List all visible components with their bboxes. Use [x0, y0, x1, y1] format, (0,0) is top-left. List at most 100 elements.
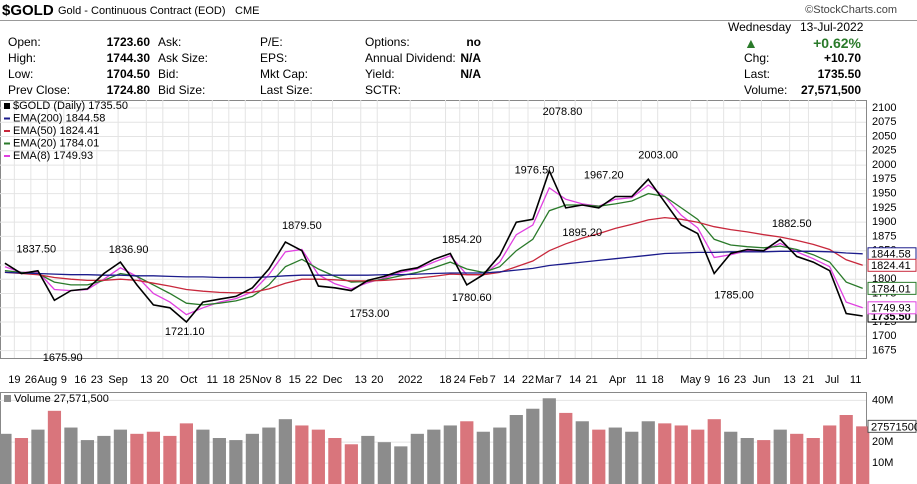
x-tick-label: Apr	[609, 374, 626, 386]
field-label: Chg:	[744, 51, 770, 65]
x-tick-label: 14	[503, 374, 515, 386]
legend-swatch	[4, 103, 10, 109]
volume-bar	[476, 431, 490, 484]
volume-bar	[113, 429, 128, 484]
up-arrow: ▲	[744, 35, 758, 51]
x-tick-label: 23	[91, 374, 103, 386]
volume-bar	[641, 421, 655, 484]
volume-bar	[823, 425, 837, 484]
panel-frame	[0, 100, 867, 359]
field-value: 1744.30	[106, 51, 150, 65]
volume-bar	[740, 438, 754, 484]
volume-bar	[361, 435, 375, 484]
last-value-label: 1824.41	[871, 260, 911, 272]
legend-value: 1844.58	[66, 112, 106, 124]
field-value: 27,571,500	[800, 83, 861, 97]
price-annotation: 1836.90	[109, 244, 149, 256]
price-annotation: 1854.20	[442, 234, 482, 246]
y-tick-label: 10M	[872, 457, 893, 469]
last-value-label: 1749.93	[871, 303, 911, 315]
field-value: N/A	[460, 51, 481, 65]
volume-bar	[311, 429, 325, 484]
volume-bar	[179, 423, 193, 484]
legend-name: $GOLD (Daily)	[13, 100, 85, 112]
volume-bar	[196, 429, 210, 484]
field-label: Options:	[365, 35, 410, 49]
copyright: ©StockCharts.com	[805, 4, 897, 16]
field-label: Yield:	[365, 67, 395, 81]
x-tick-label: 15	[289, 374, 301, 386]
x-tick-label: May	[680, 374, 701, 386]
field-value: 1735.50	[817, 67, 861, 81]
legend-label: EMA(20) 1784.01	[13, 137, 99, 149]
x-tick-label: 2022	[398, 374, 422, 386]
field-value: 1704.50	[106, 67, 150, 81]
field-label: Ask Size:	[158, 51, 209, 65]
volume-bar	[295, 425, 309, 484]
volume-bar	[575, 421, 589, 484]
y-tick-label: 2050	[872, 130, 896, 142]
x-tick-label: Dec	[323, 374, 343, 386]
x-tick-label: 20	[157, 374, 169, 386]
volume-bar	[410, 433, 424, 484]
volume-bar	[377, 442, 391, 484]
volume-bar	[526, 408, 540, 484]
volume-bar	[47, 410, 62, 484]
x-tick-label: 7	[556, 374, 562, 386]
x-tick-label: Mar	[535, 374, 554, 386]
y-tick-label: 1900	[872, 216, 896, 228]
field-label: P/E:	[260, 35, 283, 49]
last-value-box	[867, 258, 917, 272]
x-tick-label: 24	[454, 374, 466, 386]
volume-bar	[608, 427, 622, 484]
y-tick-label: 1675	[872, 344, 896, 356]
volume-bar	[443, 425, 457, 484]
x-tick-label: 13	[355, 374, 367, 386]
volume-bar	[278, 419, 292, 484]
x-tick-label: 13	[140, 374, 152, 386]
volume-bar	[212, 438, 226, 484]
field-label: Bid:	[158, 67, 179, 81]
field-label: Mkt Cap:	[260, 67, 309, 81]
volume-bar	[460, 421, 474, 484]
price-annotation: 2078.80	[543, 106, 583, 118]
y-tick-label: 40M	[872, 394, 893, 406]
volume-bar	[856, 426, 870, 484]
volume-bar	[658, 423, 672, 484]
field-value: 1724.80	[106, 83, 150, 97]
volume-bar	[328, 438, 342, 484]
price-line	[4, 168, 863, 324]
volume-bar	[592, 429, 606, 484]
last-value-label: 1844.58	[871, 249, 911, 261]
price-annotation: 1837.50	[16, 244, 56, 256]
volume-bar	[0, 433, 12, 484]
price-annotation: 1785.00	[714, 290, 754, 302]
x-tick-label: 7	[490, 374, 496, 386]
legend-value: 1749.93	[53, 150, 93, 162]
volume-bar	[14, 438, 29, 484]
x-tick-label: 18	[439, 374, 451, 386]
ema-line	[4, 216, 863, 294]
field-label: Last Size:	[260, 83, 313, 97]
volume-bar	[724, 431, 738, 484]
volume-bar	[757, 440, 771, 484]
x-tick-label: Oct	[180, 374, 197, 386]
x-tick-label: Aug	[38, 374, 58, 386]
field-label: SCTR:	[365, 83, 401, 97]
price-annotation: 1753.00	[350, 308, 390, 320]
x-tick-label: Jul	[825, 374, 839, 386]
field-value: 1723.60	[106, 35, 150, 49]
x-tick-label: 23	[734, 374, 746, 386]
price-annotation: 1976.50	[515, 164, 555, 176]
ema-line	[4, 184, 863, 316]
volume-bar	[229, 440, 243, 484]
price-annotation: 1967.20	[584, 170, 624, 182]
field-label: High:	[8, 51, 37, 65]
description: Gold - Continuous Contract (EOD)	[58, 5, 226, 17]
x-tick-label: 11	[207, 374, 218, 386]
volume-bar	[130, 433, 144, 484]
legend-name: EMA(8)	[13, 150, 50, 162]
x-tick-label: 13	[784, 374, 796, 386]
volume-bar	[80, 440, 95, 484]
